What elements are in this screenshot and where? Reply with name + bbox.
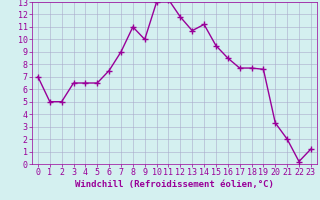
X-axis label: Windchill (Refroidissement éolien,°C): Windchill (Refroidissement éolien,°C) [75, 180, 274, 189]
